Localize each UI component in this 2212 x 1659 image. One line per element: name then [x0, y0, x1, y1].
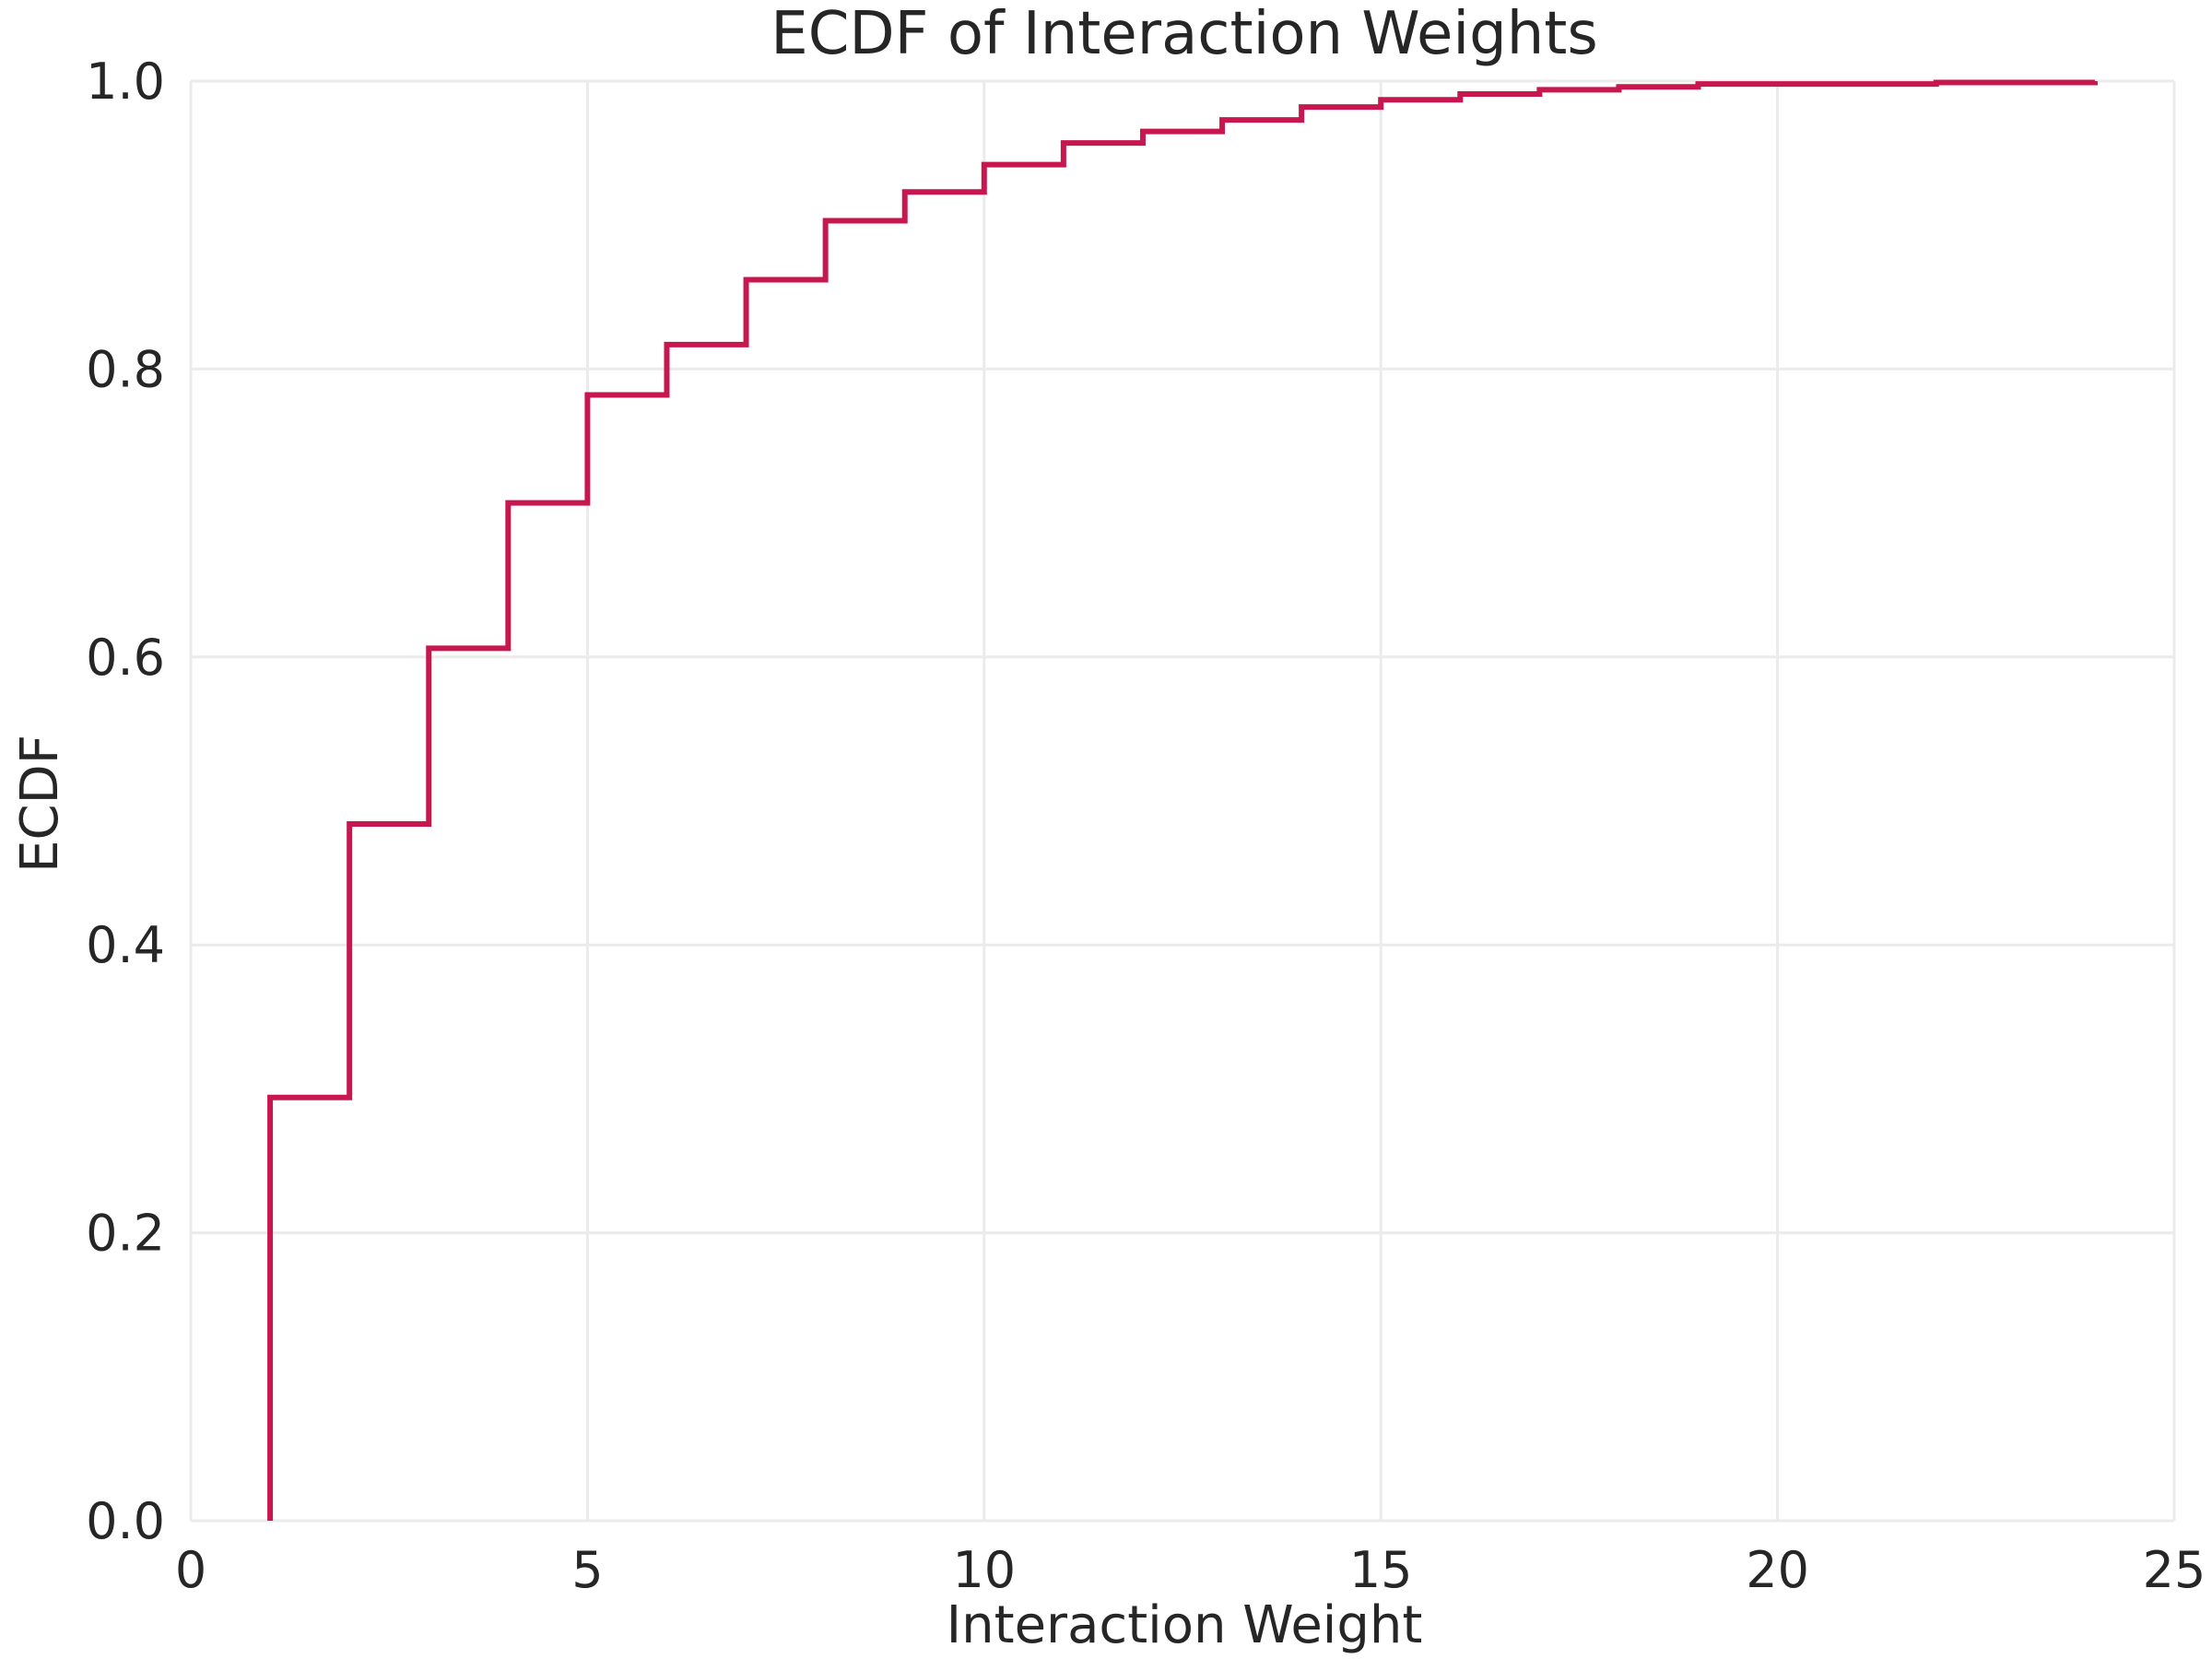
ecdf-series-line: [267, 79, 2098, 1521]
tick-labels: 0 5 10 15 20 25 0.0 0.2 0.4 0.6 0.8 1.0: [86, 53, 2206, 1599]
x-tick-label: 5: [571, 1541, 603, 1599]
chart-title: ECDF of Interaction Weights: [771, 0, 1597, 68]
x-tick-label: 20: [1746, 1541, 1809, 1599]
y-tick-label: 1.0: [86, 53, 165, 111]
x-tick-label: 10: [952, 1541, 1016, 1599]
x-tick-label: 0: [175, 1541, 206, 1599]
y-axis-label: ECDF: [10, 735, 70, 873]
y-tick-label: 0.6: [86, 629, 165, 687]
y-tick-label: 0.0: [86, 1492, 165, 1550]
y-tick-label: 0.8: [86, 340, 165, 398]
y-tick-label: 0.2: [86, 1205, 165, 1263]
x-tick-label: 15: [1349, 1541, 1413, 1599]
grid: [189, 79, 2176, 1523]
x-axis-label: Interaction Weight: [947, 1595, 1423, 1655]
y-tick-label: 0.4: [86, 916, 165, 974]
x-tick-label: 25: [2143, 1541, 2206, 1599]
